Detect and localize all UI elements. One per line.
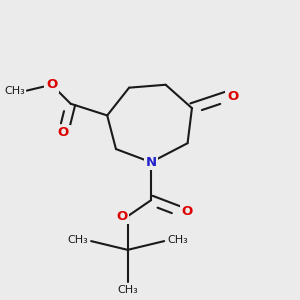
Text: CH₃: CH₃ (68, 235, 88, 244)
Text: O: O (227, 90, 238, 103)
Text: O: O (46, 78, 57, 91)
Text: O: O (116, 210, 128, 223)
Text: CH₃: CH₃ (4, 85, 26, 96)
Text: CH₃: CH₃ (117, 285, 138, 295)
Text: O: O (58, 127, 69, 140)
Text: O: O (182, 206, 193, 218)
Text: CH₃: CH₃ (167, 235, 188, 244)
Text: N: N (146, 156, 157, 169)
